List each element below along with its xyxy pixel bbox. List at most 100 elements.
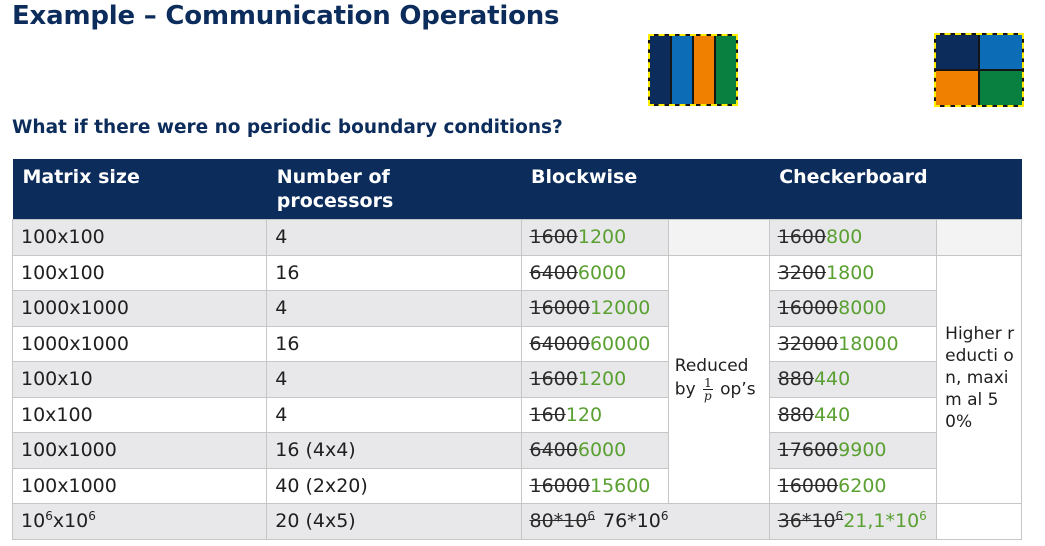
checkerboard-note-top-cell	[936, 219, 1022, 256]
blockwise-cell: 16001200	[520, 219, 669, 256]
checkerboard-old-value: 36*106	[778, 510, 844, 532]
checkerboard-old-value: 880	[777, 403, 814, 426]
blockwise-old-value: 160	[529, 403, 566, 426]
matrix-size-cell: 100x1000	[11, 467, 268, 504]
checkerboard-note-text: Higher reducti on, maxim al 50%	[945, 323, 1015, 432]
checkerboard-note-bottom-cell	[936, 503, 1022, 540]
blockwise-old-value: 80*106	[530, 510, 596, 532]
blockwise-old-base: 80*10	[529, 510, 588, 533]
slide-title: Example – Communication Operations	[12, 1, 560, 31]
processors-cell: 16	[266, 325, 522, 362]
table-row: 100x10 4 16001200 880440	[11, 361, 1022, 398]
blockwise-new-value: 1200	[577, 368, 627, 391]
blockwise-new-value: 1200	[577, 226, 627, 249]
checkerboard-new-value: 9900	[838, 439, 887, 462]
matrix-size-cell: 1000x1000	[11, 290, 268, 327]
matrix-times: x	[52, 510, 65, 533]
checkerboard-old-value: 17600	[777, 439, 839, 462]
checkerboard-old-base: 36*10	[777, 510, 836, 533]
blockwise-note-top-cell	[667, 219, 770, 256]
table-row: 1000x1000 4 1600012000 160008000	[11, 290, 1022, 327]
checkerboard-note-spacer	[945, 261, 1015, 323]
blockwise-old-exponent: 6	[587, 509, 595, 524]
checkerboard-old-value: 32000	[777, 332, 839, 355]
matrix-size-cell: 106x106	[11, 503, 268, 540]
checkerboard-new-value: 1800	[826, 261, 875, 284]
checkerboard-note-cell: Higher reducti on, maxim al 50%	[936, 254, 1022, 504]
table-row: 100x1000 40 (2x20) 1600015600 160006200	[11, 467, 1022, 504]
checkerboard-old-value: 880	[777, 368, 814, 391]
checkerboard-cell: 176009900	[768, 432, 938, 469]
blockwise-cell: 64006000	[520, 432, 669, 469]
matrix-base: 10	[21, 510, 46, 533]
blockwise-new-value: 60000	[589, 332, 651, 355]
strip-navy	[650, 36, 670, 104]
matrix-exponent: 6	[45, 509, 53, 524]
checkerboard-cell: 32001800	[768, 254, 938, 291]
checkerboard-cell: 160006200	[768, 467, 938, 504]
blockwise-old-value: 16000	[529, 474, 590, 497]
strip-orange	[694, 36, 714, 104]
communication-operations-table: Matrix size Number of processors Blockwi…	[11, 159, 1022, 540]
blockwise-note-by: by	[674, 379, 696, 400]
blockwise-old-value: 1600	[529, 226, 578, 249]
processors-cell: 4	[266, 219, 522, 256]
block-orange	[936, 71, 978, 105]
checkerboard-cell: 880440	[768, 396, 938, 433]
blockwise-new-value: 12000	[589, 297, 651, 320]
matrix-size-cell: 100x100	[11, 219, 268, 256]
blockwise-cell: 80*106 76*106	[520, 503, 770, 540]
matrix-size-cell: 1000x1000	[11, 325, 268, 362]
matrix-base: 10	[64, 510, 89, 533]
blockwise-new-base: 76*10	[603, 510, 661, 533]
checkerboard-old-exponent: 6	[835, 509, 844, 524]
table-row: 100x1000 16 (4x4) 64006000 176009900	[11, 432, 1022, 469]
strip-green	[716, 36, 736, 104]
blockwise-new-exponent: 6	[660, 509, 669, 524]
fraction-denominator: p	[704, 389, 712, 404]
checkerboard-cell: 880440	[768, 361, 938, 398]
checkerboard-old-value: 16000	[777, 474, 839, 497]
checkerboard-cell: 1600800	[768, 219, 938, 256]
blockwise-cell: 1600012000	[520, 290, 669, 327]
header-processors-line1: Number of	[276, 166, 390, 188]
blockwise-old-value: 16000	[529, 297, 590, 320]
checkerboard-cell: 3200018000	[768, 325, 938, 362]
checkerboard-new-value: 6200	[838, 474, 887, 497]
header-blockwise: Blockwise	[521, 159, 770, 220]
processors-cell: 40 (2x20)	[266, 467, 522, 504]
blockwise-cell: 160120	[520, 396, 669, 433]
checkerboard-new-base: 21,1*10	[843, 510, 920, 533]
blockwise-decomposition-pictogram	[648, 34, 738, 106]
processors-cell: 20 (4x5)	[266, 503, 522, 540]
checkerboard-new-value: 440	[813, 368, 851, 391]
blockwise-cell: 16001200	[520, 361, 669, 398]
checkerboard-old-value: 3200	[777, 261, 827, 284]
blockwise-old-value: 6400	[529, 439, 578, 462]
checkerboard-new-value: 800	[826, 226, 863, 249]
blockwise-new-value: 15600	[589, 474, 651, 497]
blockwise-old-value: 64000	[529, 332, 590, 355]
checkerboard-old-value: 16000	[777, 297, 839, 320]
blockwise-cell: 64006000	[520, 254, 669, 291]
slide-subtitle: What if there were no periodic boundary …	[12, 117, 563, 138]
blockwise-note-ops: op’s	[720, 379, 756, 400]
processors-cell: 16 (4x4)	[266, 432, 522, 469]
header-checkerboard: Checkerboard	[769, 159, 1022, 220]
table-row: 100x100 4 16001200 1600800	[11, 219, 1022, 256]
checkerboard-cell: 160008000	[768, 290, 938, 327]
processors-cell: 4	[266, 361, 522, 398]
matrix-size-cell: 100x10	[11, 361, 268, 398]
table-row: 10x100 4 160120 880440	[11, 396, 1022, 433]
processors-cell: 4	[266, 396, 522, 433]
strip-blue	[672, 36, 692, 104]
blockwise-new-value: 76*106	[603, 510, 669, 532]
blockwise-new-value: 6000	[577, 439, 627, 462]
header-matrix-size: Matrix size	[12, 159, 267, 220]
header-processors: Number of processors	[266, 159, 521, 220]
table-header-row: Matrix size Number of processors Blockwi…	[12, 159, 1022, 220]
matrix-size-cell: 100x1000	[11, 432, 268, 469]
blockwise-old-value: 6400	[529, 261, 578, 284]
